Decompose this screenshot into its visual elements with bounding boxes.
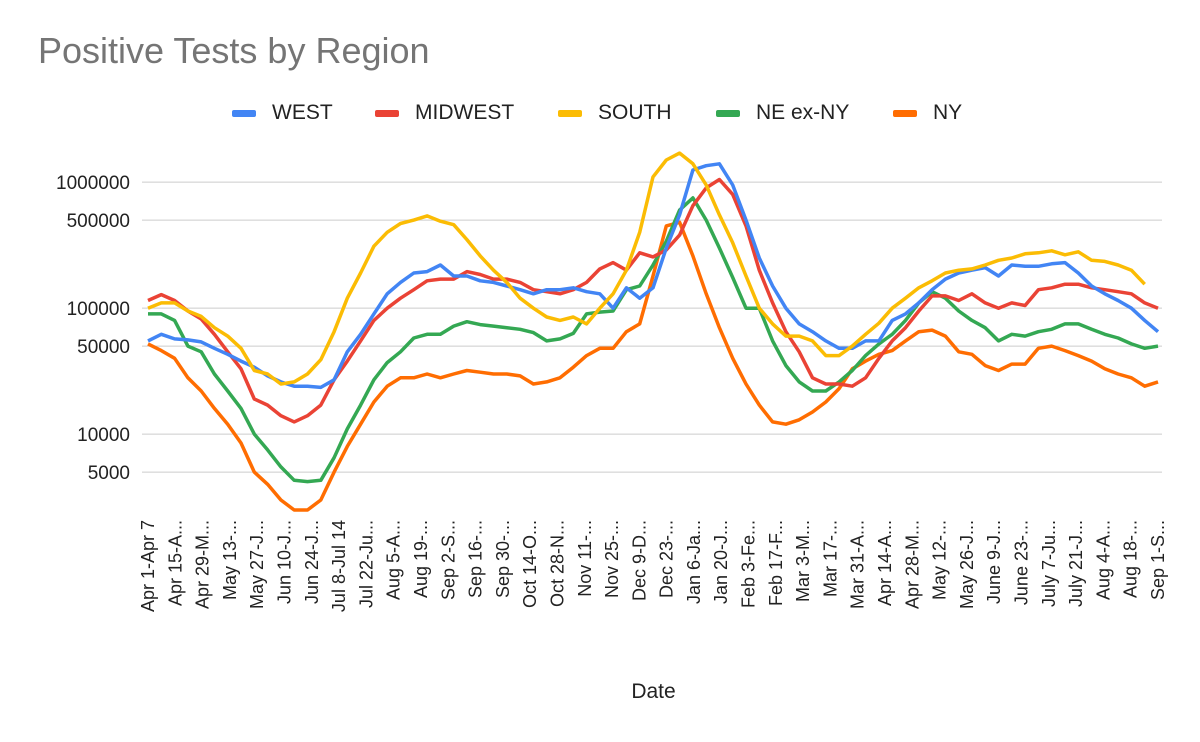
x-tick-label: May 12-... (930, 520, 950, 600)
x-tick-label: May 27-J... (247, 520, 267, 609)
x-tick-label: May 13-... (220, 520, 240, 600)
y-tick-label: 50000 (77, 337, 130, 358)
x-tick-label: Apr 14-A... (875, 520, 895, 606)
x-tick-label: Nov 11-... (575, 520, 595, 597)
gridlines (142, 181, 1162, 473)
x-tick-label: Apr 29-M... (193, 520, 213, 609)
x-tick-label: Dec 9-D... (629, 520, 649, 601)
y-tick-label: 100000 (67, 299, 130, 320)
legend-swatch-ny (893, 109, 917, 117)
x-axis-ticks: Apr 1-Apr 7 Apr 15-A... Apr 29-M... May 13-… (138, 520, 1168, 612)
x-tick-label: May 26-J... (957, 520, 977, 609)
legend-item-ny: NY (893, 98, 962, 128)
x-tick-label: Nov 25-... (602, 520, 622, 598)
y-tick-label: 10000 (77, 425, 130, 446)
x-axis-title: Date (631, 680, 676, 703)
x-tick-label: Jul 22-Ju... (356, 520, 376, 608)
legend-item-south: SOUTH (558, 98, 672, 128)
x-tick-label: July 7-Ju... (1039, 520, 1059, 607)
x-tick-label: Apr 1-Apr 7 (138, 520, 158, 612)
x-tick-label: Feb 3-Fe... (739, 520, 759, 608)
x-tick-label: Jan 20-J... (711, 520, 731, 604)
x-tick-label: Oct 28-N... (547, 520, 567, 607)
x-tick-label: Aug 5-A... (384, 520, 404, 600)
x-tick-label: Jun 24-J... (302, 520, 322, 604)
x-tick-label: Apr 15-A... (165, 520, 185, 606)
x-tick-label: Sep 1-S... (1148, 520, 1168, 600)
x-tick-label: June 9-J... (984, 520, 1004, 604)
x-tick-label: Oct 14-O... (520, 520, 540, 608)
x-tick-label: Jul 8-Jul 14 (329, 520, 349, 612)
x-tick-label: Mar 3-M... (793, 520, 813, 602)
legend-label-midwest: MIDWEST (415, 101, 515, 124)
series-line-south (147, 151, 1146, 386)
chart-title: Positive Tests by Region (38, 30, 430, 71)
series-line-midwest (147, 177, 1159, 424)
y-tick-label: 1000000 (56, 173, 130, 194)
x-tick-label: Feb 17-F... (766, 520, 786, 606)
x-tick-label: Sep 2-S... (438, 520, 458, 600)
legend-label-ne-ex-ny: NE ex-NY (756, 101, 850, 124)
legend-item-ne-ex-ny: NE ex-NY (716, 98, 849, 128)
x-tick-label: Aug 19-... (411, 520, 431, 598)
x-tick-label: Jun 10-J... (274, 520, 294, 604)
legend-swatch-ne-ex-ny (716, 109, 740, 117)
y-axis-ticks: 1000000 500000 100000 50000 10000 5000 (56, 173, 130, 484)
legend-label-west: WEST (272, 101, 333, 124)
legend: WEST MIDWEST SOUTH NE ex-NY NY (0, 98, 1200, 128)
legend-item-west: WEST (232, 98, 333, 128)
legend-swatch-west (232, 109, 256, 117)
x-tick-label: Aug 4-A... (1093, 520, 1113, 600)
x-tick-label: Aug 18-... (1121, 520, 1141, 598)
y-tick-label: 500000 (67, 211, 130, 232)
legend-swatch-south (558, 109, 582, 117)
x-tick-label: Apr 28-M... (902, 520, 922, 609)
x-tick-label: Sep 30-... (493, 520, 513, 598)
x-tick-label: July 21-J... (1066, 520, 1086, 607)
x-tick-label: Sep 16-... (466, 520, 486, 598)
legend-swatch-midwest (375, 109, 399, 117)
x-tick-label: Dec 23-... (657, 520, 677, 598)
x-tick-label: June 23-... (1012, 520, 1032, 605)
legend-label-south: SOUTH (598, 101, 672, 124)
x-tick-label: Jan 6-Ja... (684, 520, 704, 604)
series-line-ne-ex-ny (148, 196, 1159, 484)
legend-item-midwest: MIDWEST (375, 98, 514, 128)
series-lines (147, 151, 1160, 512)
series-line-west (147, 162, 1160, 390)
x-tick-label: Mar 31-A... (848, 520, 868, 609)
legend-label-ny: NY (933, 101, 963, 124)
y-tick-label: 5000 (88, 463, 130, 484)
series-line-ny (147, 220, 1159, 512)
x-tick-label: Mar 17-... (820, 520, 840, 597)
